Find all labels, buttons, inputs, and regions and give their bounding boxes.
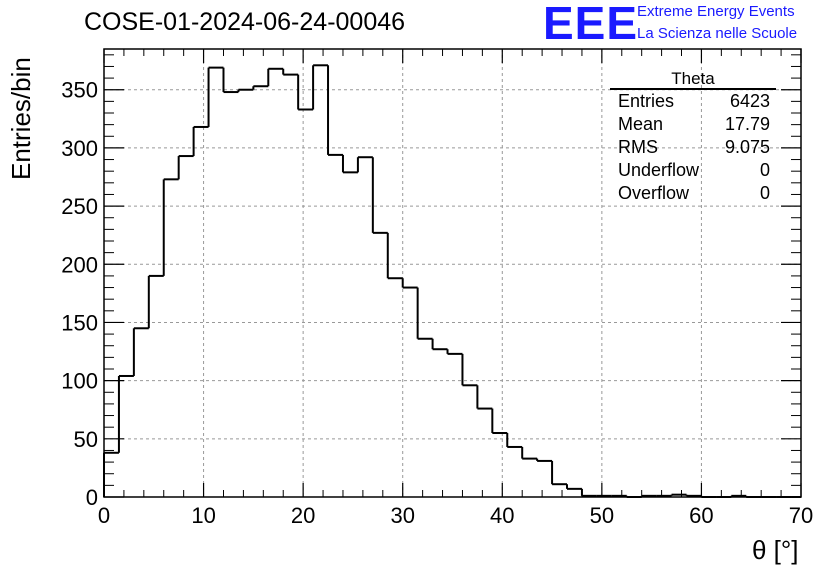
y-tick-label: 0 <box>86 485 98 510</box>
y-tick-label: 50 <box>74 427 98 452</box>
stats-label: Overflow <box>618 183 690 203</box>
stats-value: 9.075 <box>724 137 770 157</box>
stats-row-underflow: Underflow 0 <box>610 159 776 182</box>
y-tick-label: 300 <box>61 136 98 161</box>
stats-label: Mean <box>618 114 664 134</box>
grid-lines <box>104 49 801 497</box>
x-tick-label: 40 <box>490 503 514 528</box>
logo-text-line1: Extreme Energy Events <box>637 3 795 20</box>
eee-logo-mark: EEE <box>543 0 639 49</box>
x-tick-label: 30 <box>390 503 414 528</box>
x-tick-label: 20 <box>291 503 315 528</box>
stats-label: Underflow <box>618 160 700 180</box>
stats-row-mean: Mean 17.79 <box>610 113 776 136</box>
y-tick-label: 350 <box>61 78 98 103</box>
x-axis-label: θ [°] <box>752 535 799 565</box>
stats-value: 6423 <box>729 91 770 111</box>
stats-title: Theta <box>610 70 776 90</box>
tick-labels: 0 10 20 30 40 50 60 70 0 50 100 150 200 250 300 350 <box>61 78 813 528</box>
x-tick-label: 70 <box>789 503 813 528</box>
stats-row-rms: RMS 9.075 <box>610 136 776 159</box>
x-tick-label: 0 <box>98 503 110 528</box>
x-tick-label: 10 <box>191 503 215 528</box>
y-tick-label: 200 <box>61 252 98 277</box>
stats-row-entries: Entries 6423 <box>610 90 776 113</box>
stats-label: RMS <box>618 137 658 157</box>
chart-title: COSE-01-2024-06-24-00046 <box>84 8 406 36</box>
stats-value: 0 <box>759 183 770 203</box>
stats-value: 17.79 <box>724 114 770 134</box>
stats-value: 0 <box>759 160 770 180</box>
y-tick-label: 150 <box>61 310 98 335</box>
stats-label: Entries <box>618 91 675 111</box>
y-axis-label: Entries/bin <box>6 57 36 180</box>
logo-text-line2: La Scienza nelle Scuole <box>637 25 798 42</box>
plot-frame <box>103 48 802 498</box>
x-tick-label: 60 <box>689 503 713 528</box>
x-tick-label: 50 <box>590 503 614 528</box>
y-tick-label: 250 <box>61 194 98 219</box>
y-tick-label: 100 <box>61 369 98 394</box>
stats-row-overflow: Overflow 0 <box>610 182 776 205</box>
stats-box: Theta Entries 6423 Mean 17.79 RMS 9.075 … <box>610 70 776 205</box>
